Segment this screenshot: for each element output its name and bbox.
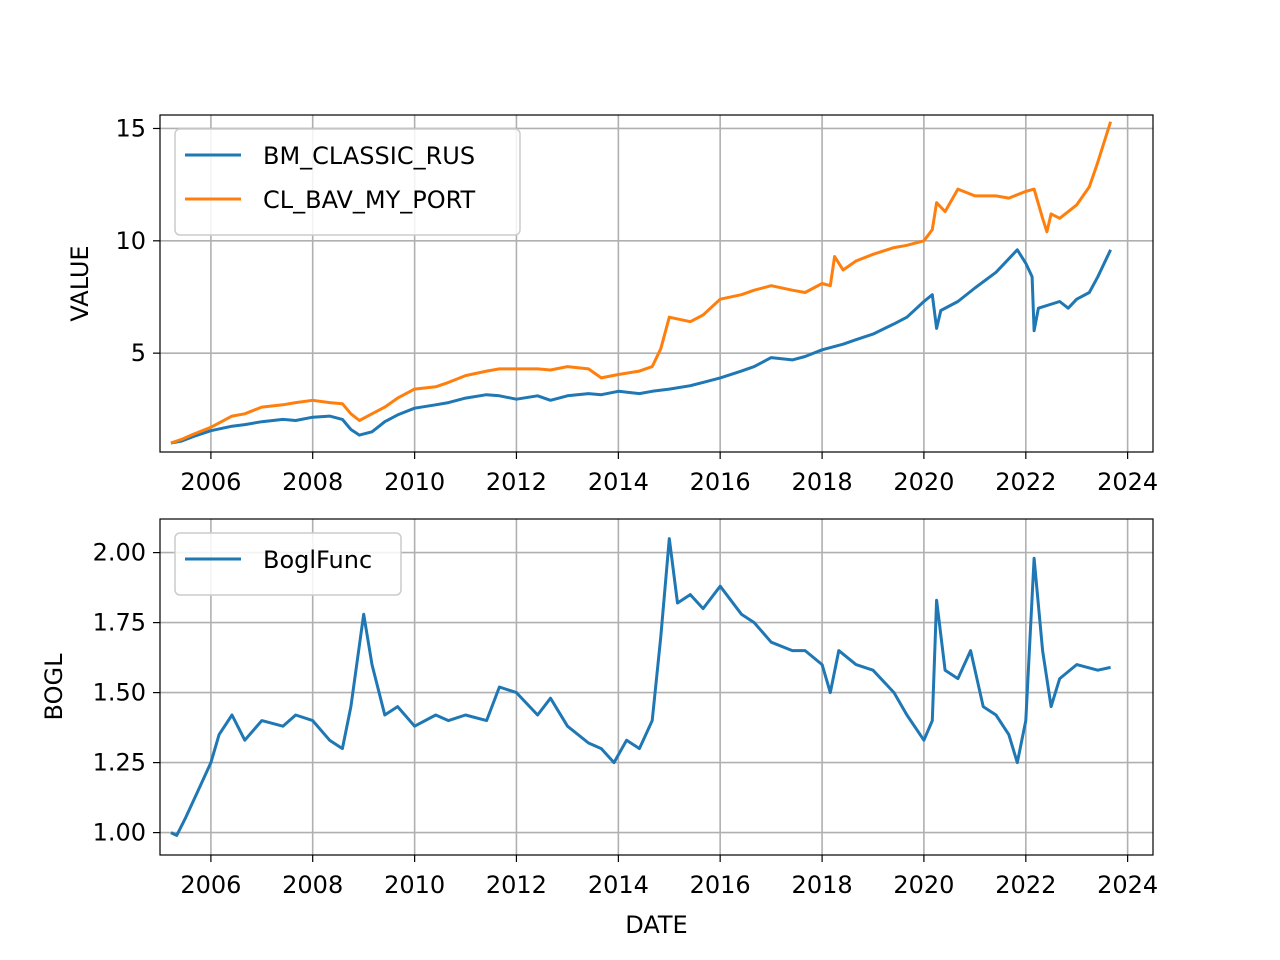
y-tick-label: 5: [131, 339, 146, 367]
x-tick-label: 2022: [995, 468, 1056, 496]
x-tick-label: 2016: [690, 871, 751, 899]
x-tick-label: 2012: [486, 871, 547, 899]
legend-label: BM_CLASSIC_RUS: [263, 142, 475, 170]
top-chart-lines: [170, 121, 1113, 445]
top-chart-ticks: 2006 2008 2010 2012 2014 2016 2018 2020 2022 2024…: [115, 114, 1158, 496]
y-tick-label: 1.75: [93, 609, 146, 637]
x-tick-label: 2018: [792, 871, 853, 899]
y-tick-label: 15: [115, 114, 146, 142]
y-tick-label: 2.00: [93, 539, 146, 567]
x-tick-label: 2016: [690, 468, 751, 496]
bottom-chart-y-axis-label: BOGL: [40, 653, 68, 721]
y-tick-label: 1.25: [93, 749, 146, 777]
bottom-chart-legend: BoglFunc: [174, 532, 402, 596]
legend-box: [174, 128, 521, 236]
x-tick-label: 2024: [1097, 871, 1158, 899]
y-tick-label: 1.00: [93, 819, 146, 847]
x-tick-label: 2012: [486, 468, 547, 496]
legend-box: [174, 532, 402, 596]
top-chart-panel: 2006 2008 2010 2012 2014 2016 2018 2020 2022 2024…: [66, 114, 1158, 496]
x-tick-label: 2008: [282, 871, 343, 899]
y-tick-label: 1.50: [93, 679, 146, 707]
x-tick-label: 2020: [893, 871, 954, 899]
bottom-chart-frame: [159, 518, 1154, 856]
x-tick-label: 2022: [995, 871, 1056, 899]
series-line-bm-classic-rus: [170, 248, 1112, 445]
top-chart-y-axis-label: VALUE: [66, 245, 94, 321]
y-tick-label: 10: [115, 227, 146, 255]
x-tick-label: 2014: [588, 871, 649, 899]
bottom-chart-x-axis-label: DATE: [625, 911, 687, 939]
x-tick-label: 2008: [282, 468, 343, 496]
bottom-chart-ticks: 2006 2008 2010 2012 2014 2016 2018 2020 2022 2024…: [93, 539, 1159, 899]
x-tick-label: 2006: [180, 468, 241, 496]
x-tick-label: 2010: [384, 468, 445, 496]
x-tick-label: 2010: [384, 871, 445, 899]
x-tick-label: 2020: [893, 468, 954, 496]
bottom-chart-lines: [170, 537, 1111, 837]
x-tick-label: 2014: [588, 468, 649, 496]
legend-label: BoglFunc: [263, 546, 372, 574]
series-line-boglfunc: [170, 537, 1111, 837]
legend-label: CL_BAV_MY_PORT: [263, 186, 476, 214]
top-chart-legend: BM_CLASSIC_RUS CL_BAV_MY_PORT: [174, 128, 521, 236]
x-tick-label: 2006: [180, 871, 241, 899]
x-tick-label: 2024: [1097, 468, 1158, 496]
top-chart-frame: [159, 114, 1154, 453]
bottom-chart-panel: 2006 2008 2010 2012 2014 2016 2018 2020 2022 2024…: [40, 518, 1159, 939]
series-line-cl-bav-my-port: [170, 121, 1113, 445]
x-tick-label: 2018: [792, 468, 853, 496]
